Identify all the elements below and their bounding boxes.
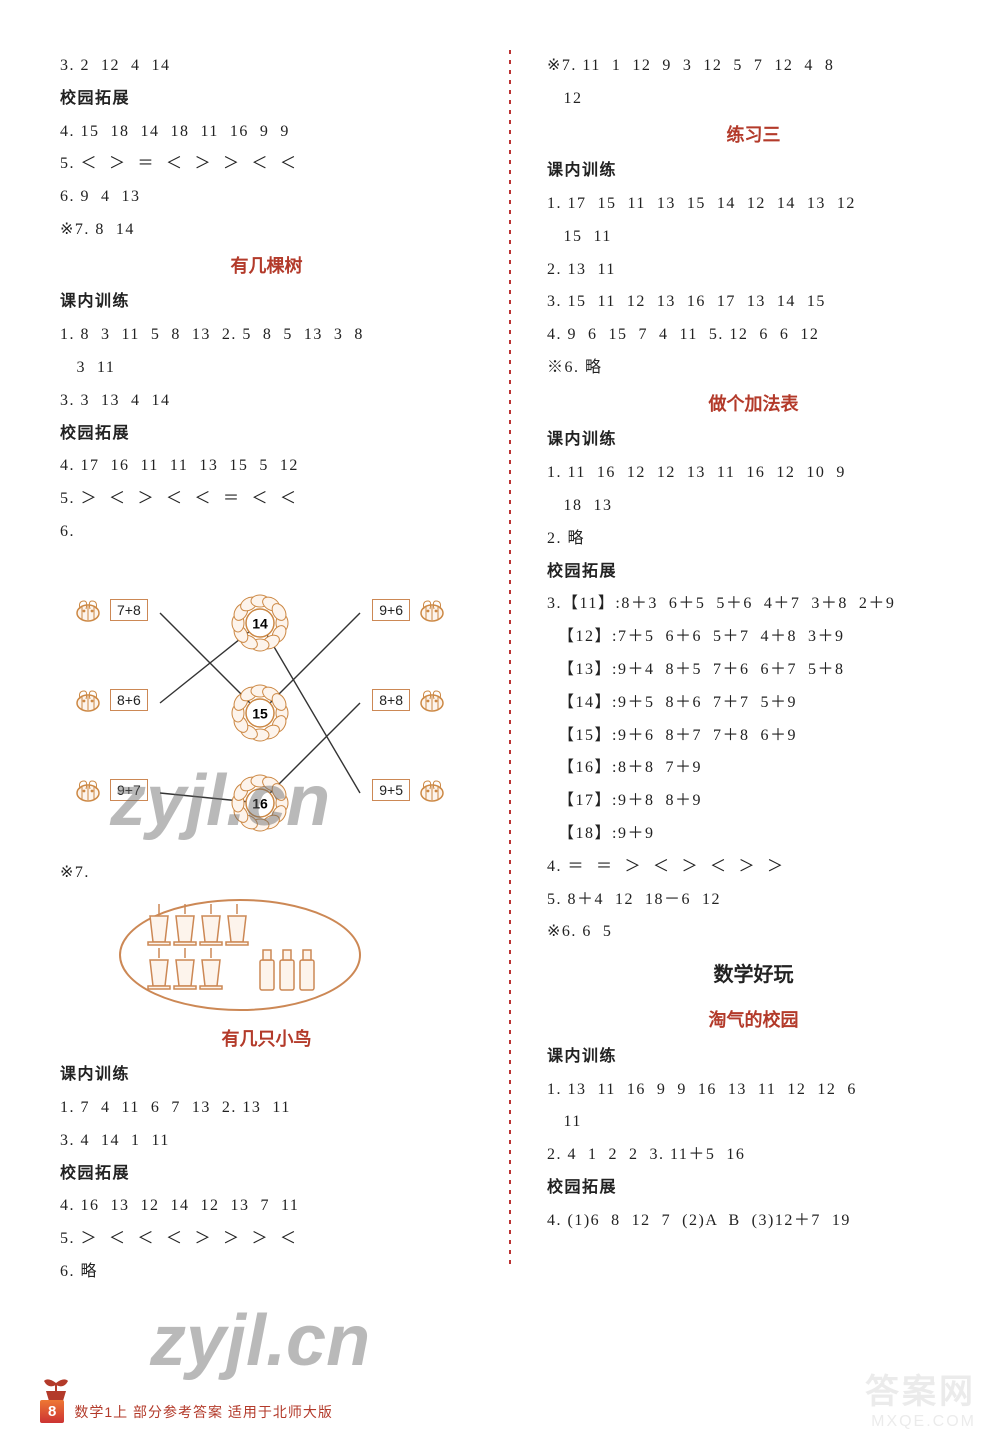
answer-line: 3.【11】:8＋3 6＋5 5＋6 4＋7 3＋8 2＋9: [547, 588, 960, 621]
subheading: 课内训练: [547, 424, 960, 457]
section-title: 有几棵树: [60, 247, 473, 287]
bee-node-left: 7+8: [70, 595, 148, 625]
answer-line: 【16】:8＋8 7＋9: [547, 752, 960, 785]
section-title: 有几只小鸟: [60, 1020, 473, 1060]
answer-line: 1. 8 3 11 5 8 13 2. 5 8 5 13 3 8: [60, 319, 473, 352]
bee-icon: [414, 685, 450, 715]
answer-line: 【18】:9＋9: [547, 818, 960, 851]
bee-icon: [414, 595, 450, 625]
sprout-icon: [36, 1361, 76, 1401]
section-title: 淘气的校园: [547, 1001, 960, 1041]
answer-line: 4. 16 13 12 14 12 13 7 11: [60, 1190, 473, 1223]
subheading: 校园拓展: [60, 418, 473, 451]
subheading: 课内训练: [60, 286, 473, 319]
bee-icon: [70, 595, 106, 625]
answer-line: 2. 13 11: [547, 254, 960, 287]
answer-line: 3. 4 14 1 11: [60, 1125, 473, 1158]
answer-line: 1. 13 11 16 9 9 16 13 11 12 12 6: [547, 1074, 960, 1107]
footer-text: 数学1上 部分参考答案 适用于北师大版: [74, 1402, 333, 1422]
page-number: 8: [40, 1400, 64, 1423]
answer-line: 【17】:9＋8 8＋9: [547, 785, 960, 818]
answer-line: 1. 7 4 11 6 7 13 2. 13 11: [60, 1092, 473, 1125]
expression-box: 9+6: [372, 599, 410, 621]
answer-line: 3 11: [60, 352, 473, 385]
answer-line: 5. ＞ ＜ ＞ ＜ ＜ ＝ ＜ ＜: [60, 483, 473, 516]
answer-line: 5. ＞ ＜ ＜ ＜ ＞ ＞ ＞ ＜: [60, 1223, 473, 1256]
bee-node-left: 8+6: [70, 685, 148, 715]
bee-icon: [414, 775, 450, 805]
answer-line: 【13】:9＋4 8＋5 7＋6 6＋7 5＋8: [547, 654, 960, 687]
bee-node-right: 8+8: [372, 685, 450, 715]
answer-line: ※6. 6 5: [547, 916, 960, 949]
flower-number: 16: [252, 795, 268, 811]
flower-node: 15: [230, 683, 290, 743]
bee-node-right: 9+6: [372, 595, 450, 625]
subheading: 校园拓展: [60, 83, 473, 116]
answer-line: 6.: [60, 516, 473, 549]
chapter-title: 数学好玩: [547, 949, 960, 1001]
subheading: 校园拓展: [60, 1158, 473, 1191]
bee-icon: [70, 775, 106, 805]
bee-node-left: 9+7: [70, 775, 148, 805]
answer-line: ※7. 11 1 12 9 3 12 5 7 12 4 8: [547, 50, 960, 83]
right-column: ※7. 11 1 12 9 3 12 5 7 12 4 8 12 练习三 课内训…: [547, 50, 960, 1270]
cups-illustration: [110, 890, 370, 1020]
answer-line: 5. 8＋4 12 18－6 12: [547, 884, 960, 917]
watermark-logo: 答案网 MXQE.COM: [865, 1364, 976, 1431]
answer-line: 18 13: [547, 490, 960, 523]
left-column: 3. 2 12 4 14 校园拓展 4. 15 18 14 18 11 16 9…: [60, 50, 473, 1270]
answer-line: 3. 15 11 12 13 16 17 13 14 15: [547, 286, 960, 319]
answer-line: 2. 略: [547, 523, 960, 556]
column-divider: [509, 50, 511, 1270]
answer-line: 6. 略: [60, 1256, 473, 1289]
bee-icon: [70, 685, 106, 715]
subheading: 校园拓展: [547, 556, 960, 589]
answer-line: 1. 11 16 12 12 13 11 16 12 10 9: [547, 457, 960, 490]
answer-line: 4. ＝ ＝ ＞ ＜ ＞ ＜ ＞ ＞: [547, 851, 960, 884]
page-footer: 8 数学1上 部分参考答案 适用于北师大版: [40, 1400, 333, 1423]
answer-line: 15 11: [547, 221, 960, 254]
answer-line: 11: [547, 1106, 960, 1139]
section-title: 做个加法表: [547, 385, 960, 425]
bee-flower-diagram: 7+8 8+6 9+7 9+6 8+8 9+5 14 15 16: [70, 553, 450, 853]
expression-box: 7+8: [110, 599, 148, 621]
flower-number: 14: [252, 615, 268, 631]
expression-box: 8+8: [372, 689, 410, 711]
answer-line: 1. 17 15 11 13 15 14 12 14 13 12: [547, 188, 960, 221]
section-title: 练习三: [547, 116, 960, 156]
answer-line: ※6. 略: [547, 352, 960, 385]
subheading: 课内训练: [547, 1041, 960, 1074]
answer-line: 【15】:9＋6 8＋7 7＋8 6＋9: [547, 720, 960, 753]
subheading: 课内训练: [60, 1059, 473, 1092]
expression-box: 9+5: [372, 779, 410, 801]
answer-line: 12: [547, 83, 960, 116]
answer-line: 4. 9 6 15 7 4 11 5. 12 6 6 12: [547, 319, 960, 352]
subheading: 校园拓展: [547, 1172, 960, 1205]
answer-line: ※7.: [60, 857, 473, 890]
bee-node-right: 9+5: [372, 775, 450, 805]
answer-line: 【12】:7＋5 6＋6 5＋7 4＋8 3＋9: [547, 621, 960, 654]
flower-node: 14: [230, 593, 290, 653]
answer-line: 3. 2 12 4 14: [60, 50, 473, 83]
flower-number: 15: [252, 705, 268, 721]
answer-line: 4. 15 18 14 18 11 16 9 9: [60, 116, 473, 149]
answer-line: 5. ＜ ＞ ＝ ＜ ＞ ＞ ＜ ＜: [60, 148, 473, 181]
expression-box: 9+7: [110, 779, 148, 801]
answer-line: 4. (1)6 8 12 7 (2)A B (3)12＋7 19: [547, 1205, 960, 1238]
answer-line: 3. 3 13 4 14: [60, 385, 473, 418]
subheading: 课内训练: [547, 155, 960, 188]
answer-line: 【14】:9＋5 8＋6 7＋7 5＋9: [547, 687, 960, 720]
answer-line: ※7. 8 14: [60, 214, 473, 247]
answer-line: 2. 4 1 2 2 3. 11＋5 16: [547, 1139, 960, 1172]
answer-line: 4. 17 16 11 11 13 15 5 12: [60, 450, 473, 483]
answer-line: 6. 9 4 13: [60, 181, 473, 214]
flower-node: 16: [230, 773, 290, 833]
expression-box: 8+6: [110, 689, 148, 711]
